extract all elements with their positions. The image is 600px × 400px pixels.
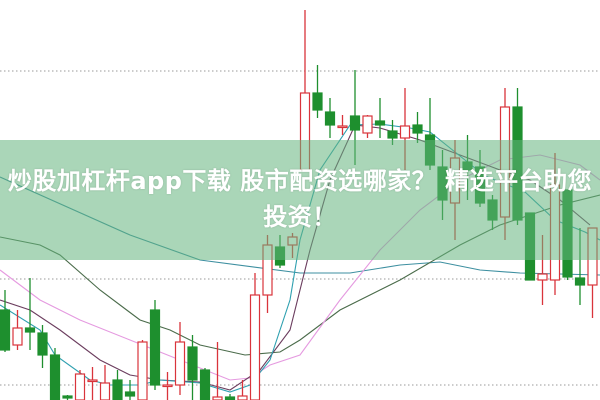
candle-up bbox=[337, 115, 348, 135]
candle-up bbox=[99, 365, 111, 400]
candle-down bbox=[412, 112, 423, 143]
title-banner bbox=[0, 140, 600, 260]
candle-down bbox=[199, 368, 211, 400]
candle-body bbox=[174, 341, 186, 386]
candle-down bbox=[124, 380, 136, 400]
candle-body bbox=[537, 273, 548, 281]
candle-body bbox=[187, 346, 198, 381]
candle-body bbox=[199, 369, 211, 400]
candle-down bbox=[312, 65, 323, 118]
candle-down bbox=[37, 325, 48, 368]
candle-down bbox=[24, 278, 36, 350]
candle-down bbox=[62, 395, 73, 400]
candle-up bbox=[237, 380, 248, 400]
candle-down bbox=[187, 335, 198, 400]
candle-body bbox=[74, 373, 86, 400]
candle-body bbox=[349, 115, 361, 131]
candle-body bbox=[162, 384, 173, 388]
candle-body bbox=[362, 115, 373, 134]
candle-body bbox=[212, 396, 223, 400]
candle-body bbox=[124, 391, 136, 397]
candle-body bbox=[237, 395, 248, 400]
candle-up bbox=[74, 370, 86, 400]
candle-body bbox=[149, 309, 161, 386]
candle-down bbox=[374, 98, 386, 138]
candle-body bbox=[112, 379, 123, 400]
candle-up bbox=[174, 322, 186, 395]
candle-body bbox=[37, 332, 48, 356]
candle-body bbox=[324, 111, 336, 126]
candle-body bbox=[0, 309, 11, 351]
candle-body bbox=[249, 294, 261, 400]
candle-down bbox=[324, 98, 336, 138]
candle-up bbox=[162, 372, 173, 400]
candle-up bbox=[249, 273, 261, 400]
candle-body bbox=[137, 341, 148, 400]
candle-body bbox=[12, 327, 23, 346]
candle-body bbox=[574, 277, 586, 286]
candle-body bbox=[337, 125, 348, 129]
candle-body bbox=[399, 125, 411, 139]
candle-up bbox=[87, 367, 98, 400]
candle-body bbox=[374, 120, 386, 126]
candle-body bbox=[24, 327, 36, 333]
candle-body bbox=[87, 379, 98, 383]
candle-body bbox=[224, 396, 236, 400]
candle-body bbox=[62, 395, 73, 399]
candle-up bbox=[12, 310, 23, 350]
candle-body bbox=[312, 92, 323, 111]
candle-up bbox=[137, 340, 148, 400]
candle-down bbox=[149, 300, 161, 390]
candle-body bbox=[412, 124, 423, 134]
article-title: 炒股加杠杆app下载 股市配资选哪家？ 精选平台助您投资！ bbox=[7, 167, 593, 231]
candle-body bbox=[49, 354, 61, 400]
candle-down bbox=[49, 348, 61, 400]
candle-down bbox=[0, 290, 11, 352]
candle-down bbox=[224, 394, 236, 400]
candle-body bbox=[99, 382, 111, 400]
candle-down bbox=[112, 370, 123, 400]
candle-up bbox=[362, 115, 373, 138]
candle-up bbox=[212, 342, 223, 400]
candle-body bbox=[387, 130, 398, 139]
